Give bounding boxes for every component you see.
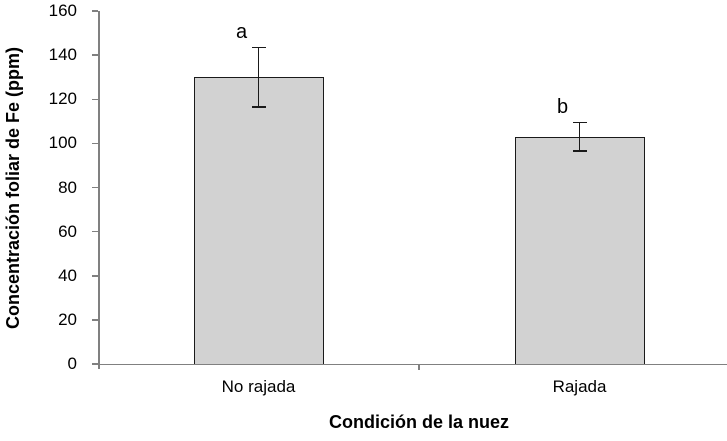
y-tick-mark — [92, 98, 98, 100]
y-tick-mark — [92, 319, 98, 321]
y-tick-mark — [92, 54, 98, 56]
error-bar-line — [578, 122, 581, 152]
y-tick-label: 0 — [67, 354, 77, 373]
y-tick-label: 120 — [48, 89, 77, 109]
x-tick-label: No rajada — [221, 377, 296, 396]
y-tick-label: 20 — [58, 309, 77, 329]
y-tick-label: 140 — [48, 45, 77, 65]
y-tick-mark — [92, 10, 98, 12]
y-axis-line — [98, 11, 100, 369]
y-tick-mark — [92, 186, 98, 189]
y-axis-title: Concentración foliar de Fe (ppm) — [3, 46, 23, 329]
y-tick-mark — [92, 142, 98, 145]
y-tick-label: 160 — [48, 1, 77, 20]
significance-letter: a — [235, 21, 248, 44]
plot-area: 0 20 40 60 80 100 120 140 160 a b No rajada Rajada — [49, 1, 727, 396]
x-tick-label: Rajada — [552, 377, 607, 396]
significance-letter: b — [556, 96, 569, 119]
y-tick-mark — [92, 363, 98, 365]
y-tick-label: 60 — [58, 221, 77, 241]
error-bar-cap-bottom — [251, 106, 266, 108]
x-axis-title: Condición de la nuez — [328, 412, 509, 432]
error-bar-cap-bottom — [572, 150, 587, 152]
error-bar-cap-top — [572, 121, 587, 124]
error-bar-cap-top — [251, 46, 266, 49]
bar-no-rajada — [193, 77, 324, 364]
error-bar-line — [257, 47, 260, 107]
y-tick-mark — [92, 275, 98, 277]
y-tick-label: 80 — [58, 177, 77, 197]
x-tick-mark — [418, 364, 420, 370]
y-tick-label: 40 — [58, 265, 77, 285]
x-axis-line — [98, 363, 727, 365]
y-tick-label: 100 — [48, 133, 77, 153]
y-tick-mark — [92, 230, 98, 233]
bar-rajada — [514, 136, 645, 364]
